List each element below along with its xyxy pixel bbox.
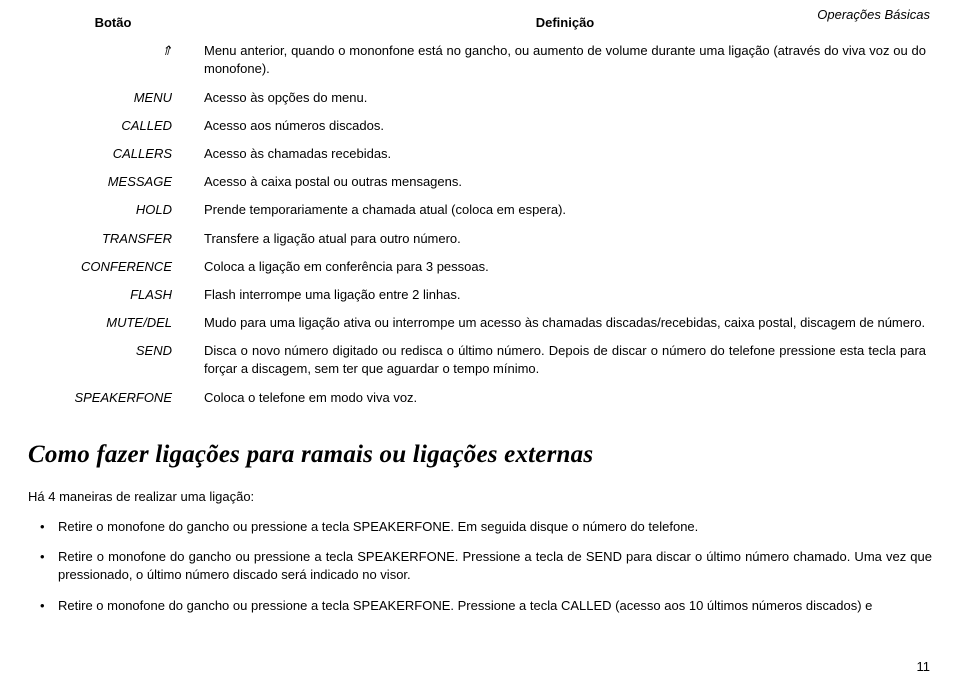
cell-definition: Acesso à caixa postal ou outras mensagen… (198, 169, 932, 197)
table-row: CONFERENCEColoca a ligação em conferênci… (28, 254, 932, 282)
cell-button: HOLD (28, 197, 198, 225)
list-item: Retire o monofone do gancho ou pressione… (40, 548, 932, 584)
cell-definition: Acesso aos números discados. (198, 113, 932, 141)
table-row: MUTE/DELMudo para uma ligação ativa ou i… (28, 310, 932, 338)
cell-button: MENU (28, 85, 198, 113)
cell-button: SPEAKERFONE (28, 385, 198, 413)
cell-button: FLASH (28, 282, 198, 310)
table-row: FLASHFlash interrompe uma ligação entre … (28, 282, 932, 310)
list-item: Retire o monofone do gancho ou pressione… (40, 518, 932, 536)
table-row: SENDDisca o novo número digitado ou redi… (28, 338, 932, 384)
section-header: Operações Básicas (817, 6, 930, 24)
cell-button: ⇑ (28, 38, 198, 84)
table-row: MESSAGEAcesso à caixa postal ou outras m… (28, 169, 932, 197)
definitions-table: Botão Definição ⇑Menu anterior, quando o… (28, 12, 932, 413)
table-row: ⇑Menu anterior, quando o mononfone está … (28, 38, 932, 84)
table-row: MENUAcesso às opções do menu. (28, 85, 932, 113)
cell-definition: Flash interrompe uma ligação entre 2 lin… (198, 282, 932, 310)
page-number: 11 (917, 658, 931, 676)
cell-definition: Disca o novo número digitado ou redisca … (198, 338, 932, 384)
cell-definition: Prende temporariamente a chamada atual (… (198, 197, 932, 225)
table-row: CALLERSAcesso às chamadas recebidas. (28, 141, 932, 169)
cell-button: SEND (28, 338, 198, 384)
cell-button: MESSAGE (28, 169, 198, 197)
cell-definition: Transfere a ligação atual para outro núm… (198, 226, 932, 254)
cell-definition: Coloca a ligação em conferência para 3 p… (198, 254, 932, 282)
table-row: TRANSFERTransfere a ligação atual para o… (28, 226, 932, 254)
cell-button: MUTE/DEL (28, 310, 198, 338)
table-row: SPEAKERFONEColoca o telefone em modo viv… (28, 385, 932, 413)
col-header-button: Botão (28, 12, 198, 38)
bullet-list: Retire o monofone do gancho ou pressione… (28, 518, 932, 615)
cell-definition: Coloca o telefone em modo viva voz. (198, 385, 932, 413)
cell-button: TRANSFER (28, 226, 198, 254)
cell-definition: Acesso às chamadas recebidas. (198, 141, 932, 169)
table-row: HOLDPrende temporariamente a chamada atu… (28, 197, 932, 225)
cell-definition: Acesso às opções do menu. (198, 85, 932, 113)
cell-definition: Menu anterior, quando o mononfone está n… (198, 38, 932, 84)
section-title: Como fazer ligações para ramais ou ligaç… (28, 437, 932, 472)
section-intro: Há 4 maneiras de realizar uma ligação: (28, 488, 932, 506)
list-item: Retire o monofone do gancho ou pressione… (40, 597, 932, 615)
table-row: CALLEDAcesso aos números discados. (28, 113, 932, 141)
cell-button: CALLED (28, 113, 198, 141)
cell-definition: Mudo para uma ligação ativa ou interromp… (198, 310, 932, 338)
cell-button: CALLERS (28, 141, 198, 169)
cell-button: CONFERENCE (28, 254, 198, 282)
